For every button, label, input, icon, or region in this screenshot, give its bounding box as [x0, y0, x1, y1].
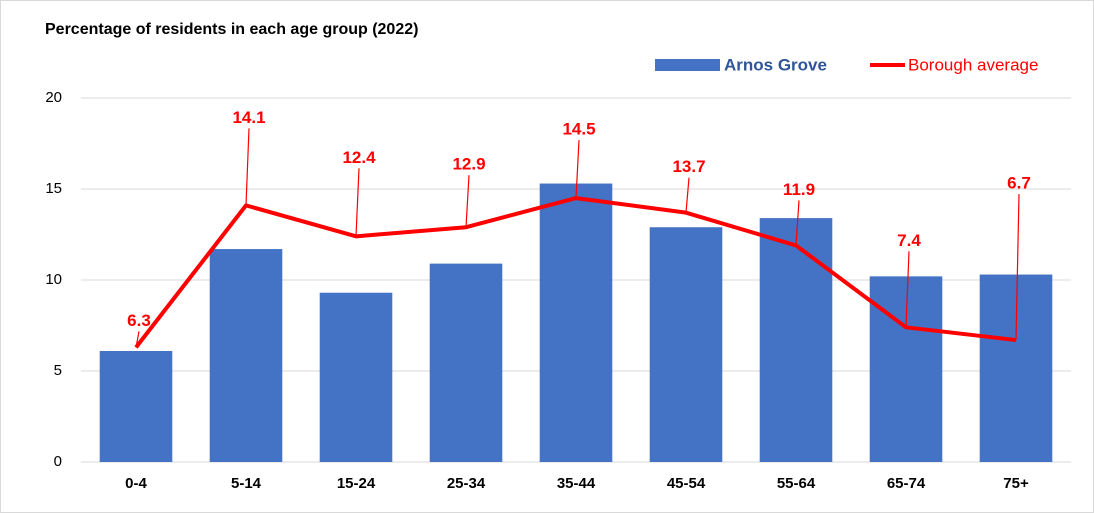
bar	[539, 183, 613, 463]
leader-line	[795, 200, 800, 246]
x-tick-label: 35-44	[557, 475, 596, 492]
data-label: 14.1	[232, 108, 265, 127]
x-tick-label: 75+	[1003, 475, 1029, 492]
bar	[209, 249, 283, 462]
leader-line	[465, 175, 470, 228]
leader-line	[575, 140, 580, 199]
legend-swatch	[655, 59, 720, 71]
data-label: 7.4	[897, 231, 921, 250]
chart-title: Percentage of residents in each age grou…	[45, 21, 418, 38]
legend-label: Borough average	[908, 55, 1038, 74]
bar	[429, 263, 503, 462]
leader-line	[905, 251, 910, 328]
x-tick-label: 0-4	[125, 475, 147, 492]
data-label: 12.4	[342, 148, 376, 167]
data-label: 6.3	[127, 311, 151, 330]
bar	[319, 292, 393, 462]
bar	[759, 218, 833, 462]
data-label: 12.9	[452, 155, 485, 174]
y-tick-label: 15	[45, 180, 62, 197]
bar	[649, 227, 723, 462]
y-tick-label: 10	[45, 271, 62, 288]
leader-line	[685, 177, 690, 213]
x-tick-label: 65-74	[887, 475, 926, 492]
leader-line	[1015, 194, 1020, 341]
leader-line	[245, 128, 250, 206]
data-label: 13.7	[672, 157, 705, 176]
data-label: 14.5	[562, 120, 595, 139]
bar	[99, 350, 173, 462]
x-tick-label: 45-54	[667, 475, 706, 492]
bar	[979, 274, 1053, 462]
x-tick-label: 55-64	[777, 475, 816, 492]
data-label: 11.9	[783, 180, 815, 199]
x-tick-label: 5-14	[231, 475, 262, 492]
bar	[869, 276, 943, 462]
y-tick-label: 20	[45, 89, 62, 106]
x-tick-label: 25-34	[447, 475, 486, 492]
y-tick-label: 5	[54, 362, 62, 379]
legend-label: Arnos Grove	[724, 55, 827, 74]
y-tick-label: 0	[54, 453, 62, 470]
leader-line	[355, 168, 360, 237]
data-label: 6.7	[1007, 174, 1031, 193]
leader-line	[135, 331, 140, 348]
x-tick-label: 15-24	[337, 475, 376, 492]
